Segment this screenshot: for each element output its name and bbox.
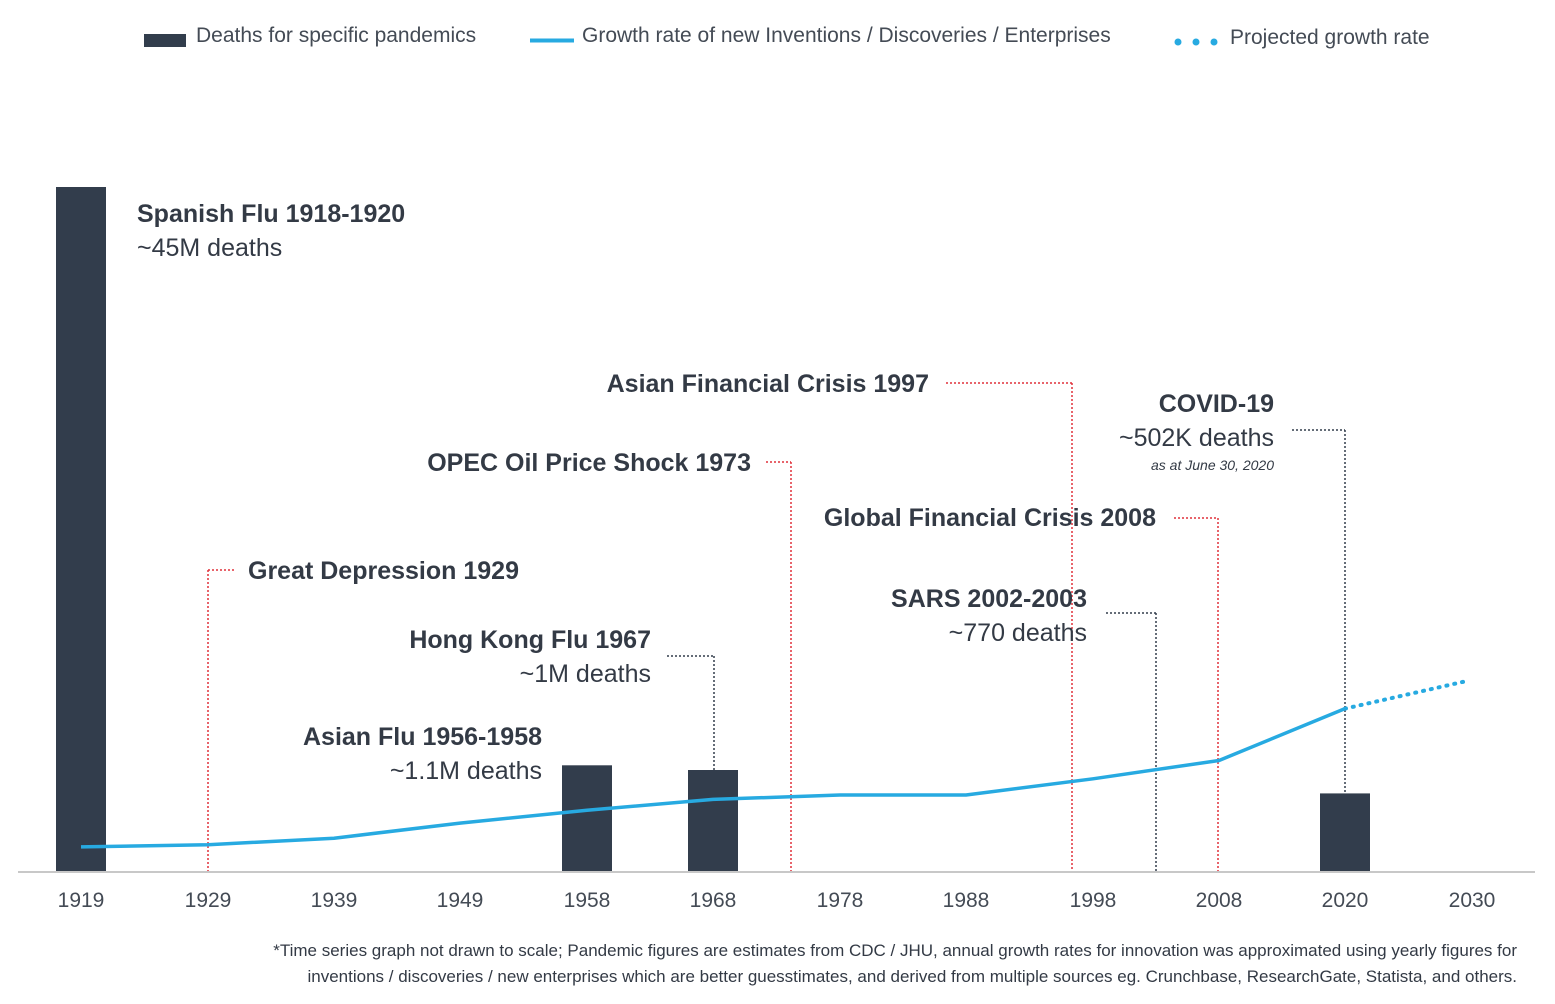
annotation-covid-deaths: ~502K deaths	[1119, 424, 1274, 452]
x-tick-label: 1919	[58, 889, 105, 912]
pandemic-bar-1968	[688, 770, 738, 872]
annotation-great-depression: Great Depression 1929	[248, 557, 519, 585]
x-tick-label: 1998	[1070, 889, 1117, 912]
pandemic-bar-1919	[56, 187, 106, 872]
annotation-covid-title: COVID-19	[1159, 390, 1274, 418]
annotation-asian-flu-title: Asian Flu 1956-1958	[303, 723, 542, 751]
legend-deaths-swatch	[144, 34, 186, 47]
chart-area: 1919 1929 1939 1949 1958 1968 1978 1988 1998 2008…	[18, 187, 1535, 912]
annotation-sars-title: SARS 2002-2003	[891, 585, 1087, 613]
legend-projected-swatch	[1174, 38, 1218, 46]
legend-growth-swatch	[530, 38, 574, 43]
x-tick-label: 1958	[564, 889, 611, 912]
annotation-sars-deaths: ~770 deaths	[949, 619, 1087, 647]
annotation-global-financial-crisis: Global Financial Crisis 2008	[824, 504, 1156, 532]
x-tick-label: 1939	[311, 889, 358, 912]
footnote-line-2: inventions / discoveries / new enterpris…	[307, 967, 1518, 986]
x-tick-label: 2030	[1449, 889, 1496, 912]
annotation-covid-note: as at June 30, 2020	[1151, 457, 1274, 473]
annotation-asian-flu-deaths: ~1.1M deaths	[390, 757, 542, 785]
annotation-hong-kong-flu-title: Hong Kong Flu 1967	[409, 626, 651, 654]
x-tick-label: 2008	[1196, 889, 1243, 912]
legend-projected-label: Projected growth rate	[1230, 26, 1430, 49]
x-tick-label: 1968	[690, 889, 737, 912]
footnote-line-1: *Time series graph not drawn to scale; P…	[273, 941, 1517, 960]
annotation-hong-kong-flu-deaths: ~1M deaths	[520, 660, 651, 688]
annotation-spanish-flu-title: Spanish Flu 1918-1920	[137, 200, 405, 228]
annotation-asian-financial-crisis: Asian Financial Crisis 1997	[607, 370, 929, 398]
annotation-spanish-flu-deaths: ~45M deaths	[137, 234, 282, 262]
footnote: *Time series graph not drawn to scale; P…	[17, 938, 1517, 990]
pandemic-bar-2020	[1320, 793, 1370, 872]
x-tick-label: 1978	[817, 889, 864, 912]
x-tick-label: 1988	[943, 889, 990, 912]
legend-deaths-label: Deaths for specific pandemics	[196, 24, 477, 47]
annotation-opec-oil-shock: OPEC Oil Price Shock 1973	[427, 449, 751, 477]
legend-growth-label: Growth rate of new Inventions / Discover…	[582, 24, 1111, 47]
x-tick-label: 2020	[1322, 889, 1369, 912]
projected-growth-line	[1343, 679, 1466, 711]
growth-rate-line	[80, 706, 1346, 849]
x-tick-label: 1929	[185, 889, 232, 912]
pandemic-bar-1958	[562, 765, 612, 872]
x-tick-label: 1949	[437, 889, 484, 912]
